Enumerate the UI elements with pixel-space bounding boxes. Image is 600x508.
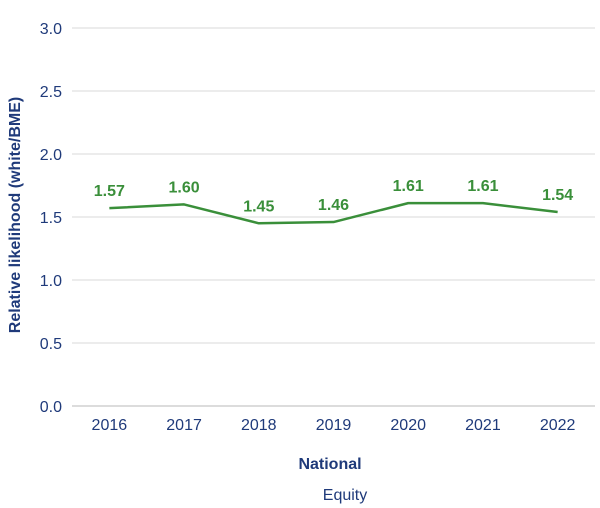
x-tick-label: 2019: [316, 417, 352, 434]
y-tick-label: 2.5: [40, 84, 62, 101]
y-tick-label: 3.0: [40, 21, 62, 38]
data-label: 1.61: [393, 178, 424, 195]
y-tick-label: 2.0: [40, 147, 62, 164]
data-label: 1.61: [467, 178, 498, 195]
y-axis-label: Relative likelihood (white/BME): [7, 97, 24, 333]
data-label: 1.45: [243, 198, 274, 215]
y-tick-label: 1.0: [40, 273, 62, 290]
data-label: 1.60: [169, 179, 200, 196]
data-label: 1.57: [94, 183, 125, 200]
legend-title: National: [298, 456, 362, 473]
data-label: 1.54: [542, 187, 573, 204]
series-line: [109, 201, 558, 225]
y-tick-labels: 0.0 0.5 1.0 1.5 2.0 2.5 3.0: [40, 21, 62, 416]
legend-item-equity: Equity: [322, 487, 368, 504]
data-label: 1.46: [318, 197, 349, 214]
x-tick-label: 2021: [465, 417, 501, 434]
gridlines: [72, 27, 595, 407]
data-labels: 1.57 1.60 1.45 1.46 1.61 1.61 1.54: [94, 178, 574, 215]
x-tick-label: 2018: [241, 417, 277, 434]
x-tick-label: 2022: [540, 417, 576, 434]
y-tick-label: 1.5: [40, 210, 62, 227]
y-tick-label: 0.5: [40, 336, 62, 353]
x-tick-label: 2016: [92, 417, 128, 434]
y-tick-label: 0.0: [40, 399, 62, 416]
x-tick-label: 2017: [166, 417, 202, 434]
x-tick-labels: 2016 2017 2018 2019 2020 2021 2022: [92, 417, 576, 434]
series-lines: [109, 201, 558, 225]
x-tick-label: 2020: [390, 417, 426, 434]
